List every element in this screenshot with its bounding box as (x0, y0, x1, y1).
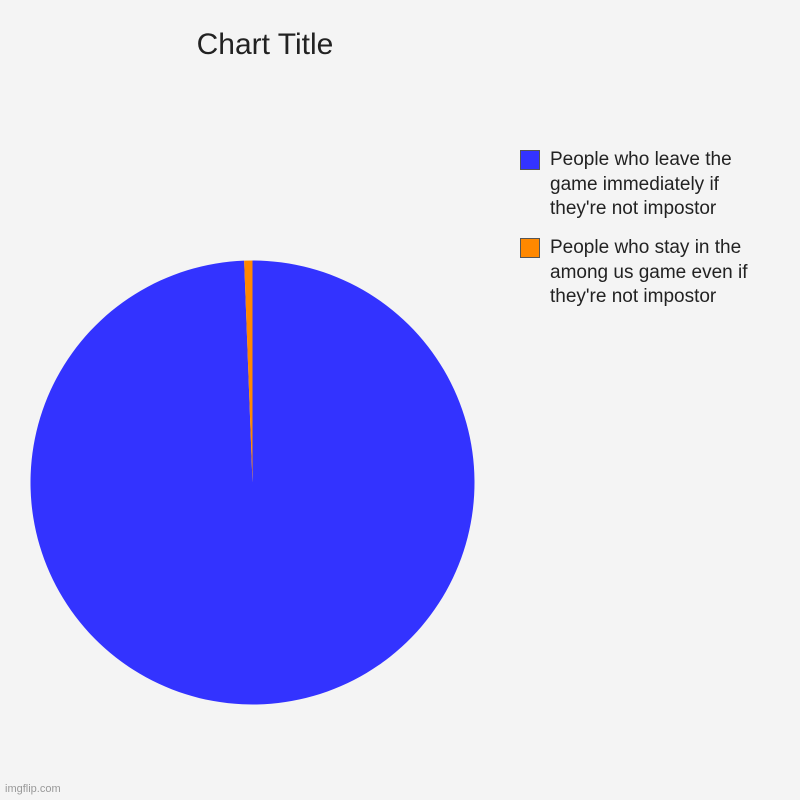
legend-item: People who stay in the among us game eve… (520, 236, 780, 310)
pie-chart (30, 260, 475, 705)
watermark: imgflip.com (5, 783, 61, 795)
legend: People who leave the game immediately if… (520, 148, 780, 310)
legend-swatch (520, 150, 540, 170)
legend-label: People who leave the game immediately if… (550, 148, 780, 222)
legend-item: People who leave the game immediately if… (520, 148, 780, 222)
legend-swatch (520, 238, 540, 258)
legend-label: People who stay in the among us game eve… (550, 236, 780, 310)
chart-title: Chart Title (0, 28, 530, 62)
